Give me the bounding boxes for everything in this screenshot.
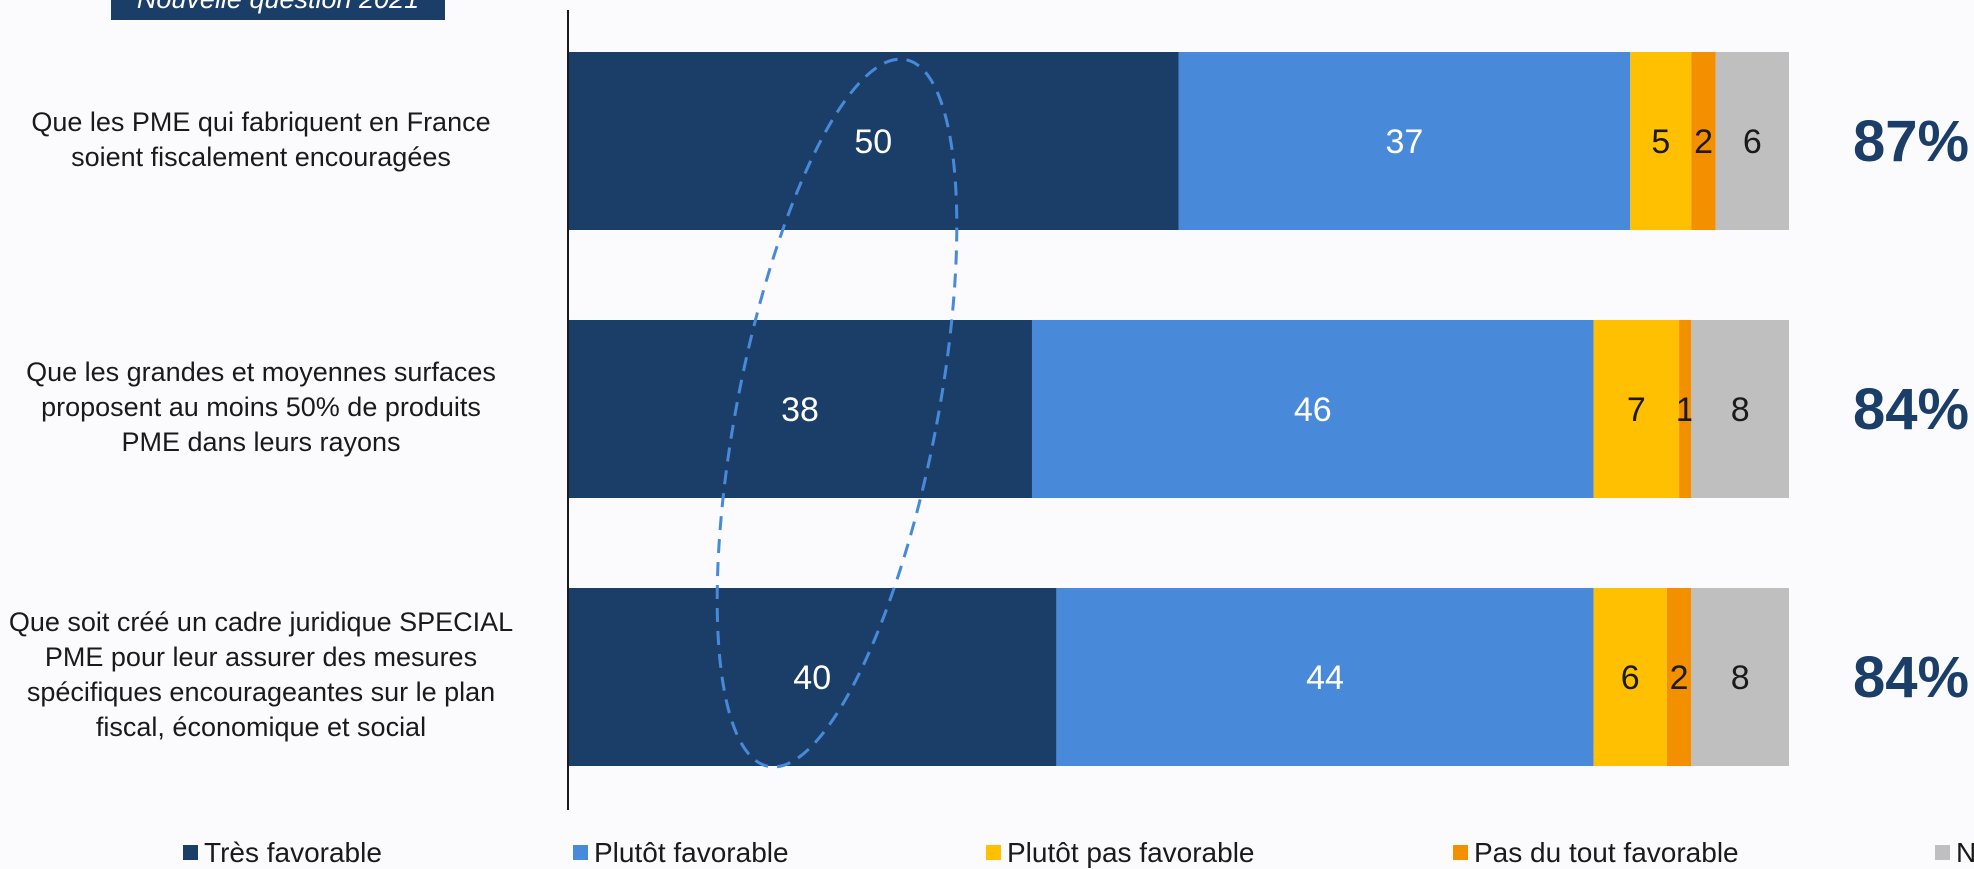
bar-segment — [1593, 588, 1667, 766]
legend-item-tres-favorable: Très favorable — [183, 836, 382, 869]
bar-segment — [1691, 320, 1789, 498]
data-label: 6 — [1743, 123, 1762, 161]
highlight-ellipse — [715, 57, 959, 769]
legend-label: Plutôt favorable — [594, 836, 789, 868]
legend-swatch — [1453, 845, 1468, 860]
data-label: 5 — [1651, 123, 1670, 161]
total-label: 87% — [1853, 109, 1969, 174]
bar-segment — [1691, 52, 1716, 230]
legend-swatch — [1935, 845, 1950, 860]
data-label: 40 — [793, 659, 831, 697]
data-label: 44 — [1306, 659, 1344, 697]
legend-label: N — [1956, 836, 1974, 868]
total-label: 84% — [1853, 377, 1969, 442]
bar-segment — [568, 320, 1032, 498]
legend-label: Pas du tout favorable — [1474, 836, 1739, 868]
legend-swatch — [183, 845, 198, 860]
legend-label: Plutôt pas favorable — [1007, 836, 1255, 868]
bar-segment — [1593, 320, 1680, 498]
legend-swatch — [573, 845, 588, 860]
data-label: 46 — [1294, 391, 1332, 429]
legend-item-n: N — [1935, 836, 1974, 869]
data-label: 1 — [1676, 391, 1695, 429]
legend-item-plutot-favorable: Plutôt favorable — [573, 836, 789, 869]
legend-item-plutot-pas-favorable: Plutôt pas favorable — [986, 836, 1255, 869]
bar-segment — [1178, 52, 1631, 230]
data-label: 37 — [1385, 123, 1423, 161]
legend-swatch — [986, 845, 1001, 860]
bar-segment — [1630, 52, 1692, 230]
legend-label: Très favorable — [204, 836, 382, 868]
bar-segment — [1679, 320, 1692, 498]
data-label: 7 — [1627, 391, 1646, 429]
data-label: 8 — [1731, 659, 1750, 697]
bar-segment — [568, 52, 1179, 230]
data-label: 38 — [781, 391, 819, 429]
data-label: 6 — [1621, 659, 1640, 697]
data-label: 2 — [1694, 123, 1713, 161]
data-label: 8 — [1731, 391, 1750, 429]
bar-segment — [1056, 588, 1594, 766]
total-label: 84% — [1853, 645, 1969, 710]
data-label: 50 — [854, 123, 892, 161]
new-question-badge: Nouvelle question 2021 — [111, 0, 445, 20]
bar-segment — [568, 588, 1057, 766]
bar-segment — [1666, 588, 1692, 766]
bar-segment — [1031, 320, 1594, 498]
data-label: 2 — [1670, 659, 1689, 697]
row-label-2: Que les grandes et moyennes surfaces pro… — [26, 357, 496, 457]
legend-item-pas-du-tout-favorable: Pas du tout favorable — [1453, 836, 1739, 869]
bar-segment — [1691, 588, 1789, 766]
bar-segment — [1715, 52, 1789, 230]
row-label-1: Que les PME qui fabriquent en France soi… — [31, 107, 491, 172]
row-label-3: Que soit créé un cadre juridique SPECIAL… — [8, 607, 514, 742]
